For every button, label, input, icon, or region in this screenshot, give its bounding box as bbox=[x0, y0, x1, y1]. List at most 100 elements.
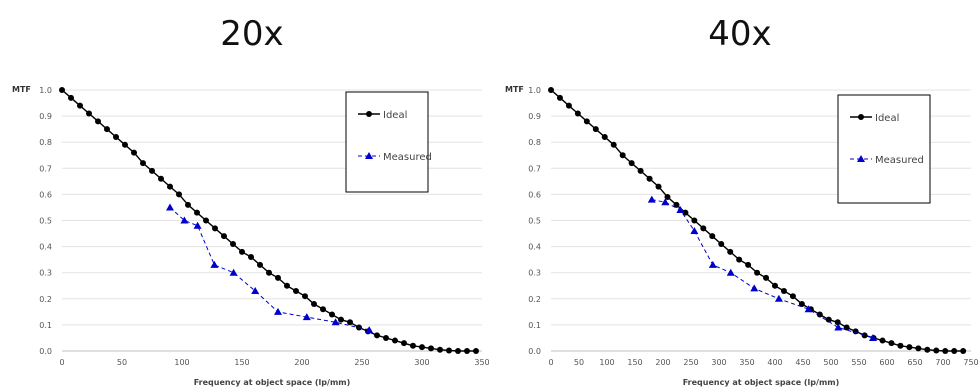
x-tick-label: 100 bbox=[174, 358, 189, 367]
y-tick-label: 0.5 bbox=[528, 217, 541, 226]
legend-box bbox=[345, 91, 429, 193]
data-point bbox=[879, 337, 886, 344]
data-point bbox=[293, 287, 299, 294]
data-point bbox=[646, 175, 653, 182]
data-point bbox=[825, 316, 832, 323]
y-tick-label: 0.3 bbox=[528, 269, 541, 278]
data-point bbox=[274, 307, 282, 315]
data-point bbox=[446, 347, 452, 354]
data-point bbox=[780, 287, 787, 294]
data-point bbox=[565, 102, 572, 109]
y-tick-label: 0.4 bbox=[39, 243, 52, 252]
data-point bbox=[239, 248, 245, 255]
y-tick-label: 0.8 bbox=[528, 138, 541, 147]
data-point bbox=[709, 233, 716, 240]
data-point bbox=[104, 126, 110, 133]
x-tick-label: 750 bbox=[963, 358, 978, 367]
x-tick-label: 150 bbox=[234, 358, 249, 367]
data-point bbox=[804, 305, 813, 313]
x-tick-label: 150 bbox=[627, 358, 642, 367]
data-point bbox=[221, 233, 227, 240]
x-tick-label: 0 bbox=[59, 358, 64, 367]
legend-box bbox=[837, 94, 931, 204]
data-point bbox=[888, 340, 895, 347]
x-tick-label: 400 bbox=[767, 358, 782, 367]
legend-label: Ideal bbox=[383, 110, 407, 121]
data-point bbox=[284, 282, 290, 289]
data-point bbox=[942, 348, 949, 354]
data-point bbox=[158, 175, 164, 182]
data-point bbox=[248, 254, 254, 261]
data-point bbox=[167, 183, 173, 190]
data-point bbox=[419, 344, 425, 351]
x-tick-label: 550 bbox=[851, 358, 866, 367]
data-point bbox=[251, 286, 260, 294]
y-tick-label: 0.5 bbox=[39, 217, 52, 226]
x-tick-label: 500 bbox=[823, 358, 838, 367]
x-tick-label: 100 bbox=[599, 358, 614, 367]
data-point bbox=[906, 344, 913, 351]
data-point bbox=[700, 225, 707, 232]
data-point bbox=[736, 256, 743, 263]
y-tick-label: 1.0 bbox=[39, 86, 52, 95]
x-tick-label: 300 bbox=[711, 358, 726, 367]
data-point bbox=[745, 261, 752, 268]
data-point bbox=[455, 348, 461, 354]
data-point bbox=[664, 194, 671, 201]
data-point bbox=[194, 209, 200, 216]
data-point bbox=[383, 334, 389, 341]
data-point bbox=[834, 323, 843, 331]
data-point bbox=[464, 348, 470, 354]
data-point bbox=[691, 217, 698, 224]
y-tick-label: 0.9 bbox=[39, 112, 52, 121]
x-tick-label: 50 bbox=[574, 358, 584, 367]
data-point bbox=[185, 201, 191, 208]
data-point bbox=[176, 191, 182, 198]
data-point bbox=[915, 345, 922, 352]
x-tick-label: 300 bbox=[414, 358, 429, 367]
data-point bbox=[843, 324, 850, 331]
data-point bbox=[592, 126, 599, 133]
y-tick-label: 0.2 bbox=[528, 295, 541, 304]
data-point bbox=[816, 311, 823, 318]
data-point bbox=[789, 293, 796, 300]
data-point bbox=[798, 301, 805, 308]
data-point bbox=[193, 221, 202, 229]
data-point bbox=[320, 306, 326, 313]
data-point bbox=[690, 226, 699, 234]
data-point bbox=[77, 102, 83, 109]
x-tick-label: 200 bbox=[294, 358, 309, 367]
x-tick-label: 600 bbox=[879, 358, 894, 367]
x-tick-label: 50 bbox=[117, 358, 127, 367]
data-point bbox=[212, 225, 218, 232]
y-tick-label: 0.4 bbox=[528, 243, 541, 252]
data-point bbox=[140, 160, 146, 167]
y-axis-label: MTF bbox=[505, 85, 524, 94]
data-point bbox=[924, 346, 931, 353]
data-point bbox=[473, 348, 479, 354]
x-axis-label: Frequency at object space (lp/mm) bbox=[683, 378, 840, 387]
data-point bbox=[275, 274, 281, 281]
chart-panel-0: 0.0 0.1 0.2 0.3 0.4 0.5 0.6 0.7 0.8 0.9 1.0 0 50 100 1… bbox=[12, 85, 490, 387]
data-point bbox=[763, 274, 770, 281]
data-point bbox=[574, 110, 581, 117]
x-tick-label: 0 bbox=[548, 358, 553, 367]
legend: Ideal Measured bbox=[345, 91, 432, 193]
legend: Ideal Measured bbox=[837, 94, 931, 204]
y-tick-label: 0.1 bbox=[528, 321, 541, 330]
x-tick-label: 350 bbox=[474, 358, 489, 367]
data-point bbox=[428, 345, 434, 352]
data-point bbox=[673, 201, 680, 208]
chart-title-20x: 20x bbox=[220, 14, 284, 54]
data-point bbox=[834, 319, 841, 326]
legend-label: Ideal bbox=[875, 113, 899, 124]
x-tick-label: 250 bbox=[354, 358, 369, 367]
data-point bbox=[149, 167, 155, 174]
legend-label: Measured bbox=[875, 155, 924, 166]
y-tick-label: 0.1 bbox=[39, 321, 52, 330]
data-point bbox=[113, 133, 119, 140]
x-tick-label: 350 bbox=[739, 358, 754, 367]
data-point bbox=[166, 203, 174, 211]
data-point bbox=[374, 332, 380, 339]
